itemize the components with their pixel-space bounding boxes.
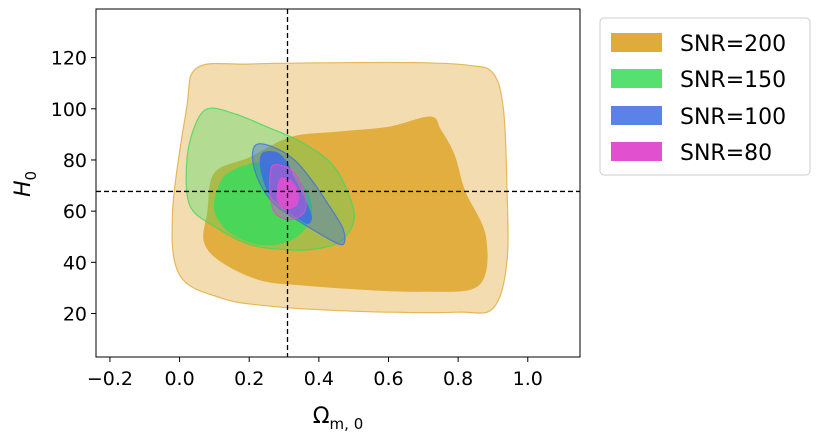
x-tick-label: 0.8 [443,368,473,390]
legend-swatch-snr200 [611,33,662,52]
y-axis-label-main: H [11,181,36,198]
legend-swatch-snr100 [611,106,662,125]
x-tick-label: 0.0 [164,368,194,390]
x-tick-label: 0.2 [234,368,264,390]
legend-label-snr80: SNR=80 [680,141,772,166]
x-axis-label: Ωm, 0 [313,404,364,433]
y-axis-ticks: 20 40 60 80 100 120 [51,48,96,326]
x-tick-label: −0.2 [87,368,133,390]
y-axis-label: H0 [11,171,40,197]
y-tick-label: 100 [51,99,87,121]
legend-label-snr200: SNR=200 [680,32,786,57]
x-tick-label: 1.0 [513,368,543,390]
contours-group [171,61,509,314]
y-tick-label: 80 [63,150,87,172]
x-tick-label: 0.4 [304,368,334,390]
plot-frame [95,8,581,358]
y-tick-label: 20 [63,304,87,326]
y-tick-label: 60 [63,201,87,223]
reference-lines [96,9,580,357]
legend-swatch-snr80 [611,142,662,161]
x-axis-ticks: −0.2 0.0 0.2 0.4 0.6 0.8 1.0 [87,357,543,390]
x-axis-label-sub: m, 0 [330,415,364,433]
legend-frame [599,17,811,176]
legend-label-snr150: SNR=150 [680,68,786,93]
legend: SNR=200 SNR=150 SNR=100 SNR=80 [599,17,811,176]
legend-swatch-snr150 [611,69,662,88]
x-tick-label: 0.6 [373,368,403,390]
y-tick-label: 40 [63,252,87,274]
x-axis-label-main: Ω [313,404,330,429]
y-tick-label: 120 [51,48,87,70]
legend-label-snr100: SNR=100 [680,105,786,130]
y-axis-label-sub: 0 [22,171,40,181]
